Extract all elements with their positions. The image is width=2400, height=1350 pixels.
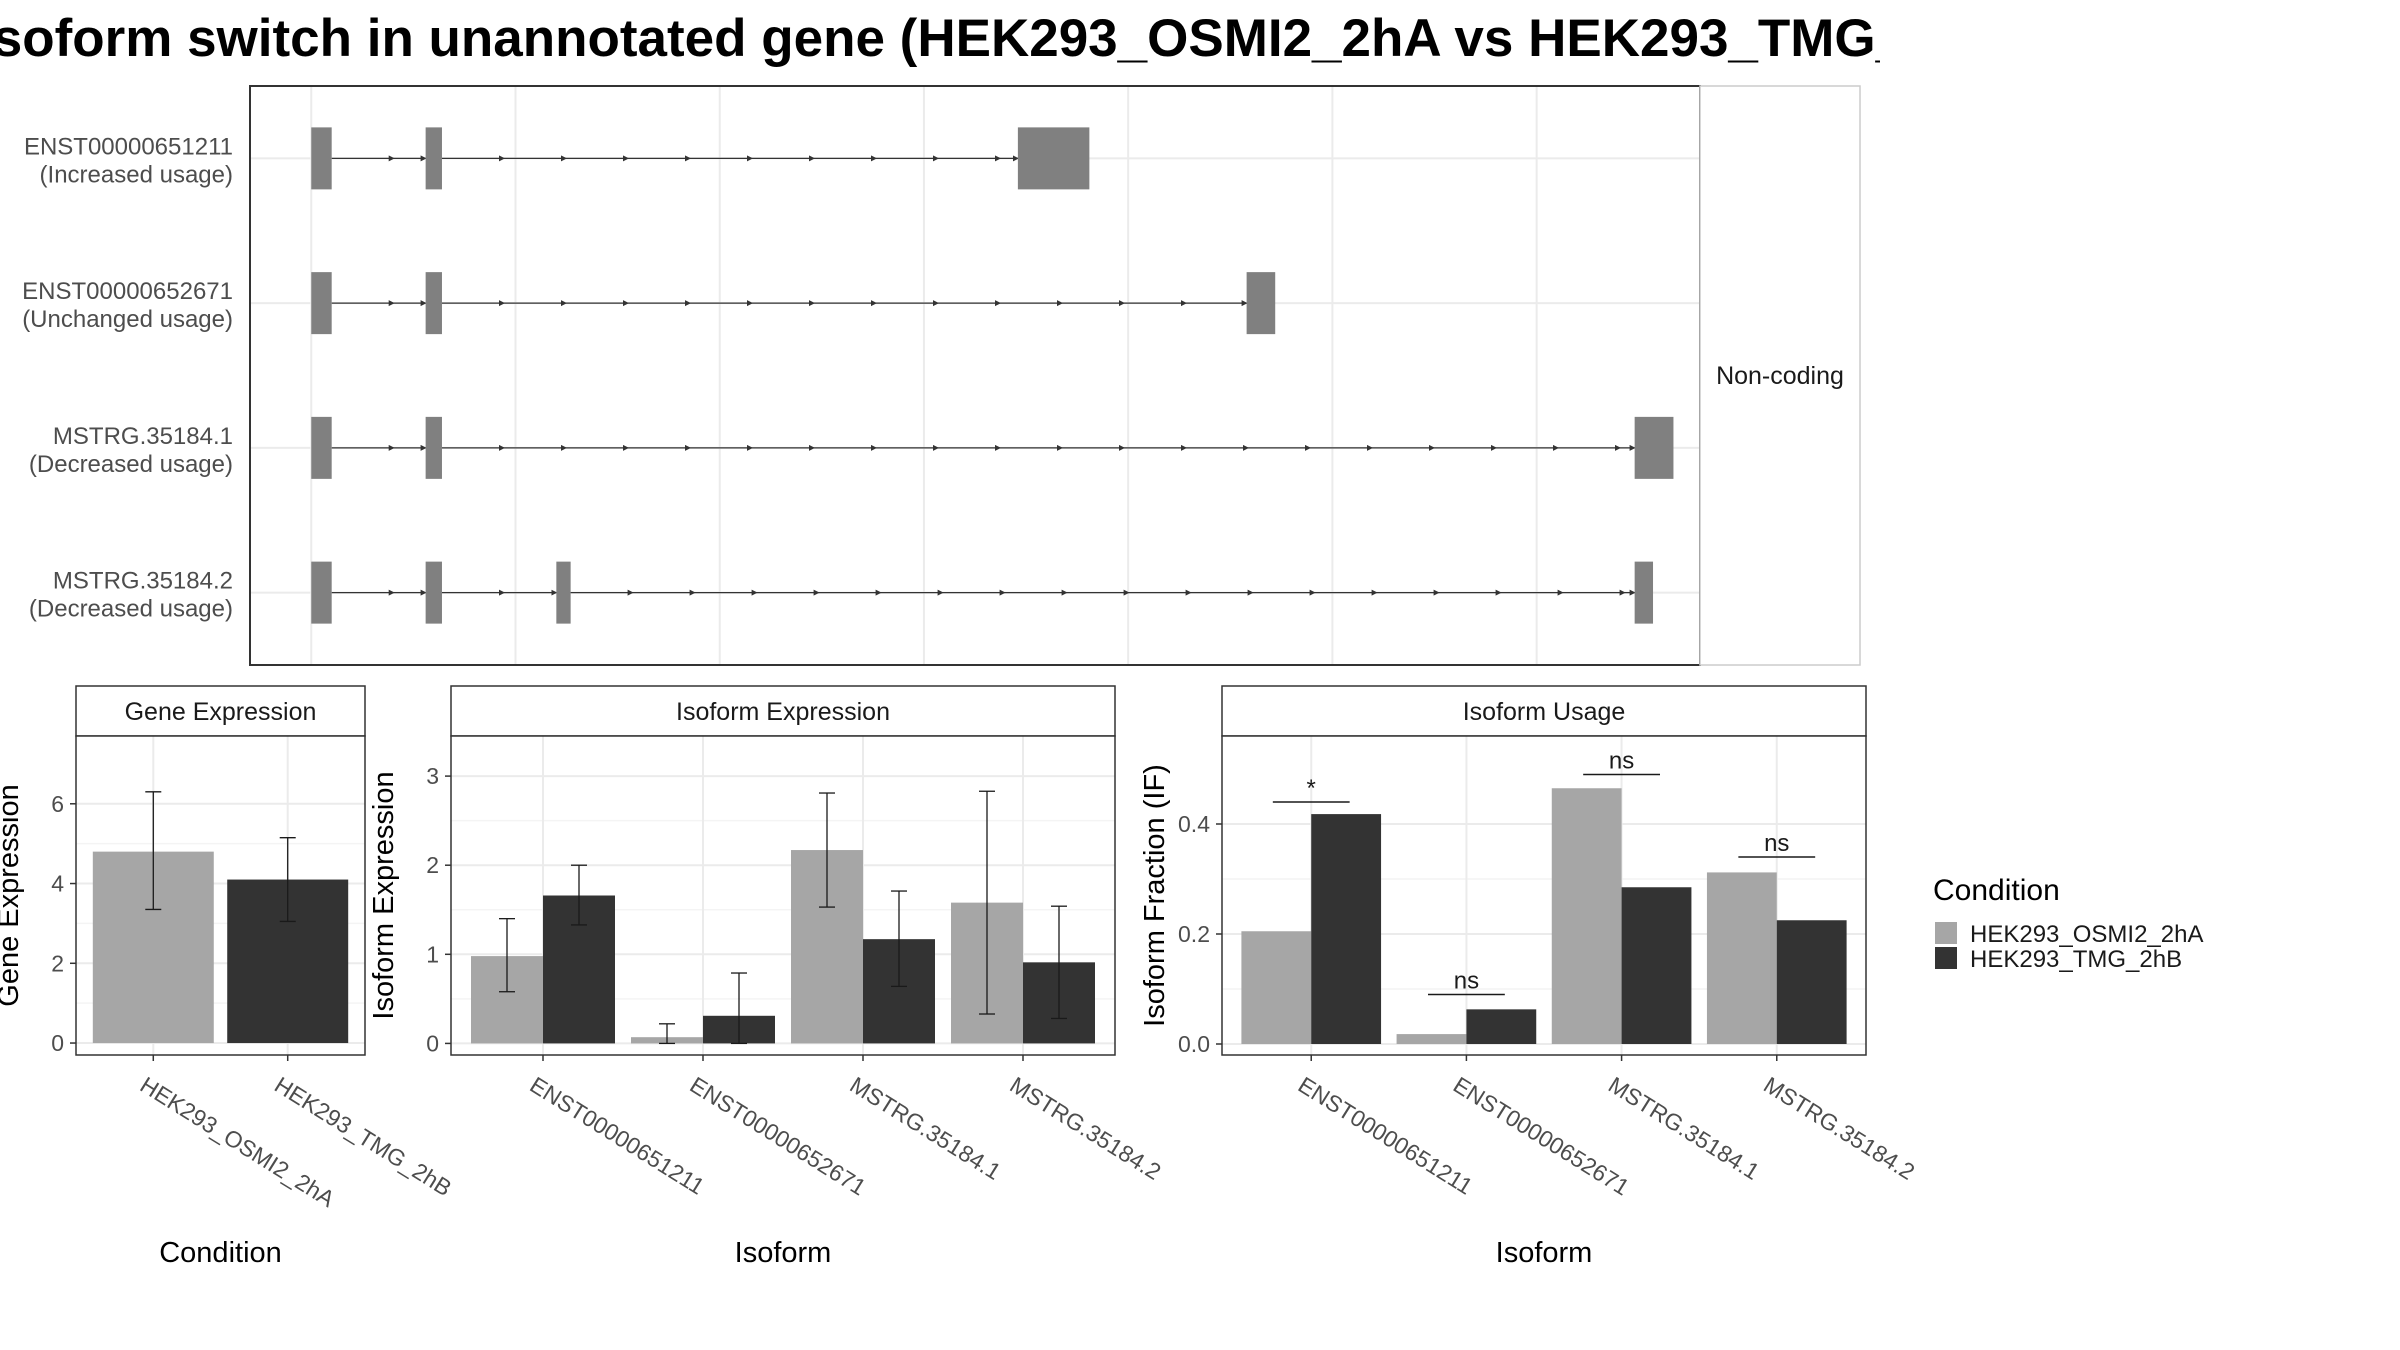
significance-label: ns	[1764, 830, 1789, 857]
plot-title: Isoform switch in unannotated gene (HEK2…	[0, 9, 1880, 68]
legend-swatch	[1935, 947, 1957, 969]
exon-block	[311, 416, 332, 479]
exon-block	[556, 561, 571, 624]
panel-border	[1221, 735, 1867, 1056]
legend-item-label: HEK293_TMG_2hB	[1970, 946, 2182, 973]
bar	[1466, 1009, 1537, 1044]
y-tick-label: 6	[51, 791, 64, 817]
exon-block	[311, 127, 332, 190]
legend-item-label: HEK293_OSMI2_2hA	[1970, 921, 2203, 948]
exon-block	[425, 561, 442, 624]
y-tick-label: 2	[426, 852, 439, 878]
legend-swatch	[1935, 922, 1957, 944]
y-tick-label: 3	[426, 763, 439, 789]
significance-label: ns	[1454, 968, 1479, 995]
transcript-id-label: ENST00000651211	[24, 133, 233, 160]
panel-strip-label: Isoform Usage	[1463, 698, 1626, 726]
significance-label: ns	[1609, 748, 1634, 775]
exon-block	[1017, 127, 1090, 190]
bar	[1311, 814, 1382, 1044]
x-axis-title: Isoform	[1496, 1237, 1593, 1269]
exon-block	[311, 272, 332, 335]
bar	[1776, 920, 1847, 1044]
bar	[1706, 872, 1777, 1044]
x-tick-label: MSTRG.35184.1	[845, 1071, 1005, 1185]
panel-strip-label: Isoform Expression	[676, 698, 890, 726]
x-tick-label: MSTRG.35184.2	[1759, 1071, 1919, 1185]
transcript-panel-background	[250, 86, 1700, 665]
x-tick-label: MSTRG.35184.1	[1604, 1071, 1764, 1185]
bar	[1241, 931, 1312, 1044]
plot-title-container: Isoform switch in unannotated gene (HEK2…	[0, 0, 1880, 80]
exon-block	[1634, 416, 1674, 479]
y-axis-title: Isoform Expression	[368, 771, 400, 1019]
bar	[1551, 788, 1622, 1044]
panel-border	[450, 735, 1116, 1056]
transcript-usage-label: (Decreased usage)	[29, 596, 233, 623]
significance-label: *	[1307, 775, 1316, 802]
transcript-id-label: MSTRG.35184.2	[53, 568, 233, 595]
transcript-strip	[1699, 85, 1861, 666]
transcript-strip-label: Non-coding	[1716, 362, 1844, 390]
y-axis-title: Gene Expression	[0, 784, 25, 1006]
exon-block	[425, 416, 442, 479]
x-tick-label: ENST00000652671	[685, 1071, 870, 1200]
y-axis-title: Isoform Fraction (IF)	[1139, 764, 1171, 1027]
exon-block	[1246, 272, 1276, 335]
panel-strip	[75, 685, 366, 737]
transcript-usage-label: (Increased usage)	[40, 161, 233, 188]
y-tick-label: 0.0	[1178, 1031, 1210, 1057]
transcript-id-label: MSTRG.35184.1	[53, 423, 233, 450]
bar	[1396, 1034, 1467, 1044]
bar	[1621, 887, 1692, 1044]
y-tick-label: 0	[51, 1030, 64, 1056]
y-tick-label: 0.4	[1178, 811, 1210, 837]
x-axis-title: Isoform	[735, 1237, 832, 1269]
y-tick-label: 0	[426, 1030, 439, 1056]
exon-block	[1634, 561, 1654, 624]
transcript-id-label: ENST00000652671	[22, 278, 233, 305]
x-axis-title: Condition	[159, 1237, 282, 1269]
exon-block	[311, 561, 332, 624]
transcript-usage-label: (Unchanged usage)	[22, 306, 233, 333]
x-tick-label: MSTRG.35184.2	[1005, 1071, 1165, 1185]
y-tick-label: 2	[51, 950, 64, 976]
panel-strip	[1221, 685, 1867, 737]
x-tick-label: ENST00000651211	[525, 1071, 709, 1199]
exon-block	[425, 127, 442, 190]
y-tick-label: 4	[51, 871, 64, 897]
y-tick-label: 0.2	[1178, 921, 1210, 947]
exon-block	[425, 272, 442, 335]
legend-title: Condition	[1933, 874, 2060, 907]
y-tick-label: 1	[426, 941, 439, 967]
panel-strip-label: Gene Expression	[125, 698, 317, 726]
transcript-usage-label: (Decreased usage)	[29, 451, 233, 478]
panel-border	[75, 735, 366, 1056]
